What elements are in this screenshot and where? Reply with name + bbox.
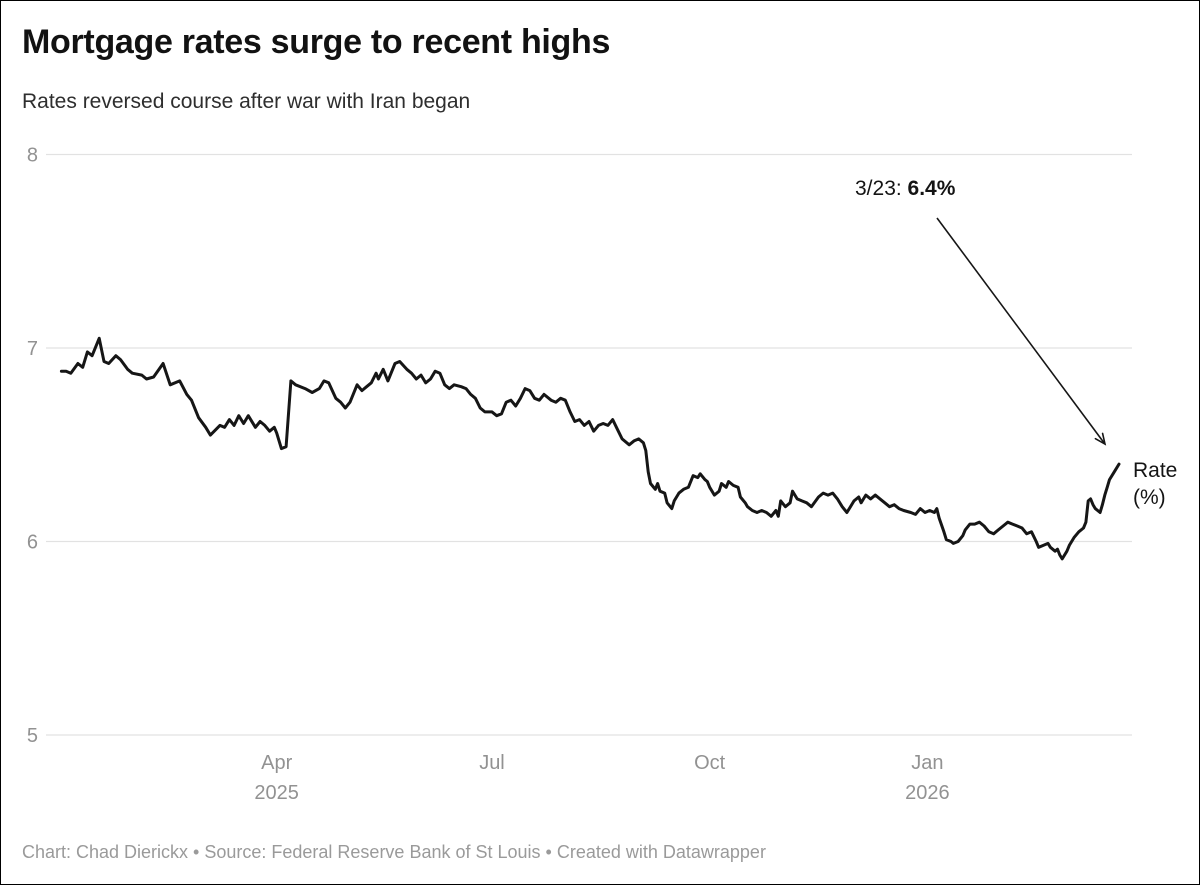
- series-end-label-line1: Rate: [1133, 459, 1178, 482]
- chart-subtitle: Rates reversed course after war with Ira…: [22, 90, 471, 113]
- rate-line: [59, 336, 1121, 561]
- x-tick-sublabel-2026: 2026: [905, 782, 950, 804]
- x-tick-label-apr: Apr: [261, 752, 292, 774]
- annotation-date-label: 3/23:: [855, 177, 908, 200]
- y-tick-label-5: 5: [27, 725, 38, 747]
- x-tick-label-jul: Jul: [479, 752, 505, 774]
- x-tick-label-oct: Oct: [694, 752, 726, 774]
- series-end-label-line2: (%): [1133, 486, 1166, 509]
- y-tick-label-8: 8: [27, 145, 38, 167]
- annotation-callout: 3/23: 6.4%: [855, 177, 955, 201]
- annotation-value-label: 6.4%: [907, 177, 956, 200]
- annotation-arrow: [936, 217, 1106, 445]
- annotation-arrowhead: [1094, 432, 1107, 446]
- x-tick-label-jan: Jan: [911, 752, 943, 774]
- y-tick-label-7: 7: [27, 338, 38, 360]
- attribution-byline: Chart: Chad Dierickx • Source: Federal R…: [22, 842, 766, 862]
- y-tick-label-6: 6: [27, 532, 38, 554]
- chart-title: Mortgage rates surge to recent highs: [22, 23, 611, 61]
- series-end-label: Rate (%): [1133, 457, 1177, 511]
- x-tick-sublabel-2025: 2025: [254, 782, 299, 804]
